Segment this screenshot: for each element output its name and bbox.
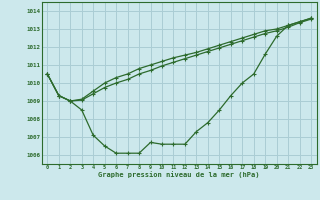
X-axis label: Graphe pression niveau de la mer (hPa): Graphe pression niveau de la mer (hPa) xyxy=(99,171,260,178)
